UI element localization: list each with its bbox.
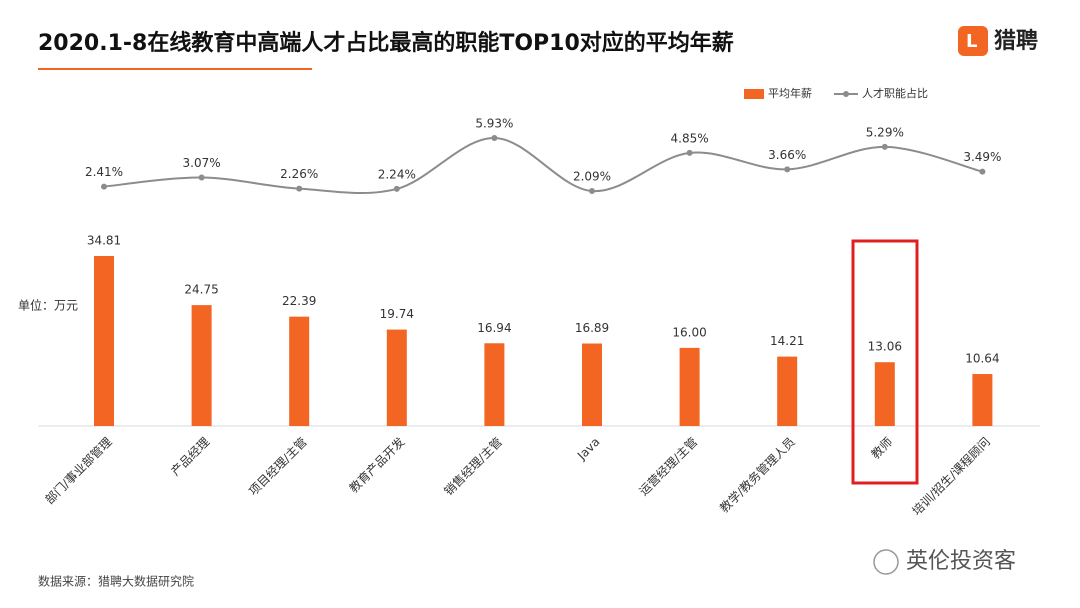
point xyxy=(686,149,693,156)
x-tick-label: 培训/招生/课程顾问 xyxy=(909,434,993,518)
line xyxy=(103,136,983,195)
data-label: 3.66% xyxy=(768,148,806,162)
bar xyxy=(94,256,114,426)
data-label: 4.85% xyxy=(671,131,709,145)
x-tick-label: 教育产品开发 xyxy=(346,434,408,496)
point xyxy=(589,188,595,194)
bar xyxy=(679,347,700,426)
bar xyxy=(484,343,505,426)
x-tick-label: 教学/教务管理人员 xyxy=(716,434,797,515)
legend-swatch xyxy=(843,91,849,97)
point xyxy=(881,143,888,150)
watermark: 英伦投资客 xyxy=(906,549,1016,574)
point xyxy=(198,174,205,181)
data-label: 3.49% xyxy=(963,150,1001,164)
x-tick-label: 运营经理/主管 xyxy=(636,434,700,498)
point xyxy=(101,183,107,190)
data-label: 16.94 xyxy=(477,321,511,335)
data-label: 22.39 xyxy=(282,294,316,308)
unit-label: 单位：万元 xyxy=(18,298,78,313)
data-label: 14.21 xyxy=(770,334,804,348)
data-label: 5.93% xyxy=(475,117,513,131)
bar xyxy=(386,329,407,426)
point xyxy=(979,168,986,175)
bar xyxy=(289,316,310,426)
data-label: 34.81 xyxy=(87,234,121,248)
x-tick-label: 产品经理 xyxy=(168,435,212,479)
bar xyxy=(191,305,212,426)
x-tick-label: 教师 xyxy=(868,434,896,462)
data-label: 3.07% xyxy=(183,156,221,170)
data-label: 16.89 xyxy=(575,321,609,335)
logo-text: 猎聘 xyxy=(994,29,1038,54)
logo-icon xyxy=(958,26,988,56)
data-label: 16.00 xyxy=(672,325,706,339)
logo-glyph: L xyxy=(966,31,977,52)
bar xyxy=(582,343,602,426)
data-label: 2.24% xyxy=(378,167,416,181)
bar xyxy=(972,374,993,426)
data-label: 2.09% xyxy=(573,170,611,184)
data-label: 10.64 xyxy=(965,352,999,366)
bar xyxy=(777,356,798,426)
bar xyxy=(874,362,895,426)
point xyxy=(491,135,498,141)
chart-title: 2020.1-8在线教育中高端人才占比最高的职能TOP10对应的平均年薪 xyxy=(38,30,734,56)
x-tick-label: Java xyxy=(574,435,603,464)
x-tick-label: 项目经理/主管 xyxy=(245,434,309,498)
legend-label: 平均年薪 xyxy=(768,86,812,100)
highlight-box xyxy=(851,239,919,485)
x-tick-label: 部门/事业部管理 xyxy=(42,434,115,507)
x-tick-label: 销售经理/主管 xyxy=(441,434,505,498)
legend-swatch xyxy=(744,89,764,99)
point xyxy=(393,185,400,192)
data-label: 2.41% xyxy=(85,165,123,179)
point xyxy=(296,185,303,192)
legend-label: 人才职能占比 xyxy=(862,86,928,100)
data-label: 13.06 xyxy=(868,340,902,354)
data-label: 2.26% xyxy=(280,167,318,181)
source: 数据来源：猎聘大数据研究院 xyxy=(38,574,194,589)
data-label: 19.74 xyxy=(380,307,414,321)
data-label: 24.75 xyxy=(184,283,218,297)
watermark-icon xyxy=(873,549,899,575)
point xyxy=(784,166,791,173)
data-label: 5.29% xyxy=(866,125,904,139)
